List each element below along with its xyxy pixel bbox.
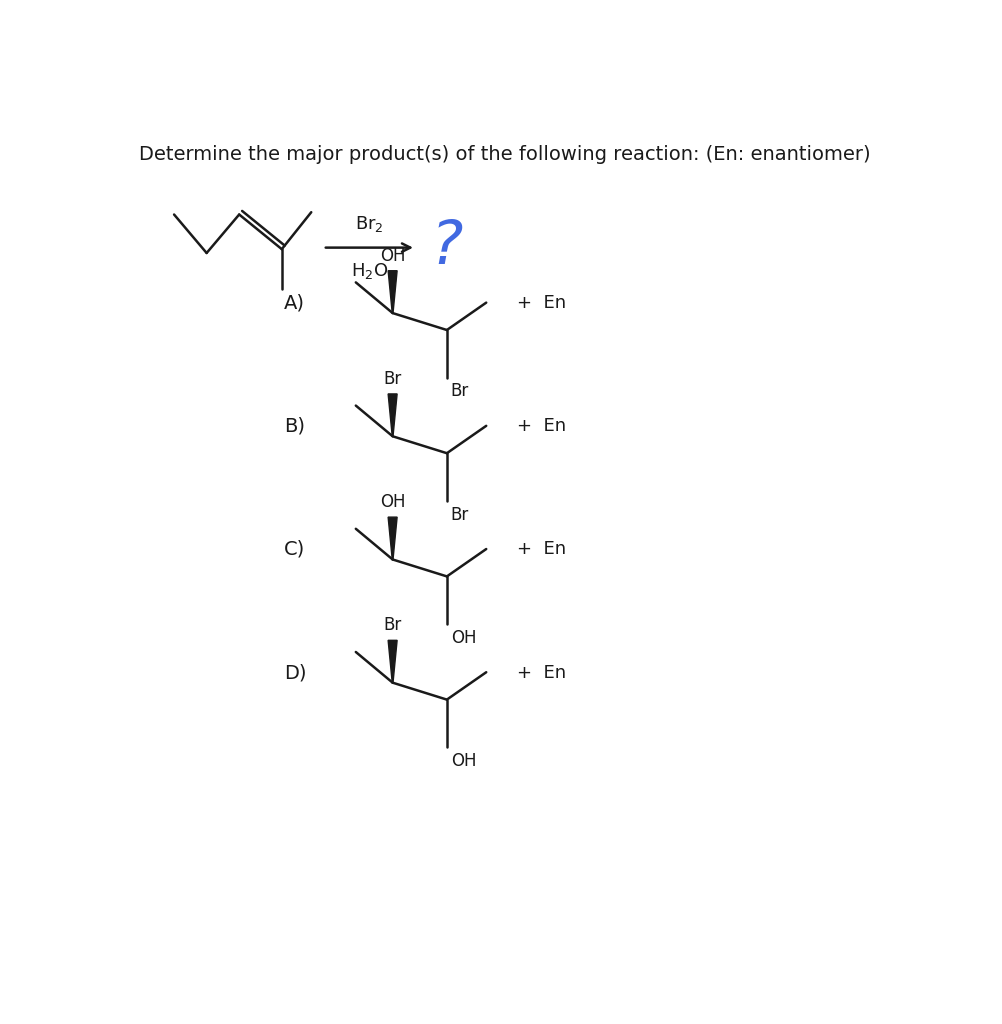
Text: D): D) xyxy=(285,664,307,682)
Text: H$_2$O: H$_2$O xyxy=(351,261,388,282)
Text: +  En: + En xyxy=(517,541,566,558)
Text: +  En: + En xyxy=(517,417,566,435)
Text: Br: Br xyxy=(384,370,402,388)
Text: Br$_2$: Br$_2$ xyxy=(355,214,384,233)
Text: OH: OH xyxy=(380,493,406,511)
Text: C): C) xyxy=(285,540,306,559)
Text: ?: ? xyxy=(431,218,463,278)
Text: OH: OH xyxy=(451,629,476,647)
Polygon shape xyxy=(388,394,397,436)
Text: B): B) xyxy=(285,417,306,436)
Text: Br: Br xyxy=(451,506,469,523)
Polygon shape xyxy=(388,517,397,559)
Polygon shape xyxy=(388,270,397,313)
Polygon shape xyxy=(388,640,397,683)
Text: +  En: + En xyxy=(517,664,566,682)
Text: +  En: + En xyxy=(517,294,566,312)
Text: OH: OH xyxy=(451,752,476,770)
Text: A): A) xyxy=(285,294,306,312)
Text: Br: Br xyxy=(451,382,469,400)
Text: OH: OH xyxy=(380,247,406,264)
Text: Determine the major product(s) of the following reaction: (En: enantiomer): Determine the major product(s) of the fo… xyxy=(139,145,871,164)
Text: Br: Br xyxy=(384,616,402,634)
